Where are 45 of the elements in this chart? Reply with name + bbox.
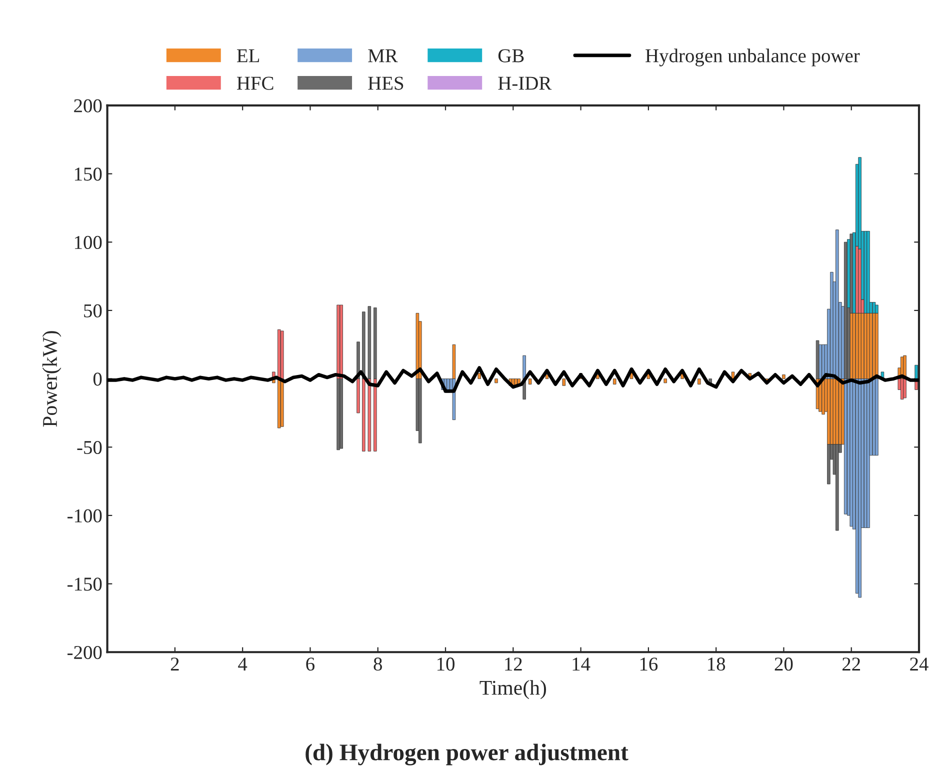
text: (d) Hydrogen power adjustment bbox=[306, 744, 628, 766]
bar bbox=[528, 378, 532, 384]
y-tick-label: -50 bbox=[77, 440, 102, 454]
legend-label: HFC bbox=[236, 76, 274, 90]
legend-label: GB bbox=[498, 49, 524, 62]
x-tick-label: 24 bbox=[910, 658, 928, 670]
x-tick-label: 2 bbox=[170, 658, 179, 670]
x-tick-label: 14 bbox=[572, 658, 590, 670]
bar bbox=[478, 373, 481, 379]
x-tick-label: 12 bbox=[505, 658, 522, 670]
bar bbox=[903, 378, 906, 398]
y-tick-label: 150 bbox=[74, 168, 102, 181]
bar bbox=[277, 378, 281, 428]
x-tick-label: 22 bbox=[842, 658, 860, 670]
bar bbox=[280, 330, 284, 379]
x-tick-label: 20 bbox=[774, 658, 793, 671]
y-tick-label: -200 bbox=[68, 646, 102, 660]
legend-label: EL bbox=[236, 49, 260, 62]
bar bbox=[914, 364, 918, 379]
bar bbox=[836, 230, 839, 379]
bar bbox=[612, 378, 616, 384]
y-axis-title: Power(kW) bbox=[42, 331, 62, 427]
y-tick-label: 200 bbox=[74, 99, 102, 112]
bar bbox=[664, 378, 667, 384]
x-tick-label: 16 bbox=[640, 658, 658, 671]
x-axis-title: Time(h) bbox=[480, 680, 546, 700]
x-tick-label: 8 bbox=[374, 658, 382, 671]
y-tick-label: -150 bbox=[68, 578, 102, 591]
y-tick-label: 50 bbox=[84, 304, 102, 318]
x-tick-label: 4 bbox=[238, 658, 248, 670]
y-tick-label: 0 bbox=[93, 372, 102, 386]
legend-label: Hydrogen unbalance power bbox=[646, 48, 860, 66]
bar bbox=[280, 378, 284, 427]
bar bbox=[562, 378, 566, 386]
bar bbox=[782, 374, 786, 379]
x-tick-label: 18 bbox=[708, 658, 726, 671]
legend-label: H-IDR bbox=[498, 76, 552, 90]
legend-label: HES bbox=[368, 76, 404, 90]
x-tick-label: 10 bbox=[437, 658, 454, 671]
legend-label: MR bbox=[368, 49, 398, 62]
y-tick-label: 100 bbox=[74, 236, 102, 250]
x-tick-label: 6 bbox=[306, 658, 315, 671]
y-tick-label: -100 bbox=[68, 509, 102, 522]
bar bbox=[698, 378, 701, 384]
bar bbox=[494, 378, 498, 384]
